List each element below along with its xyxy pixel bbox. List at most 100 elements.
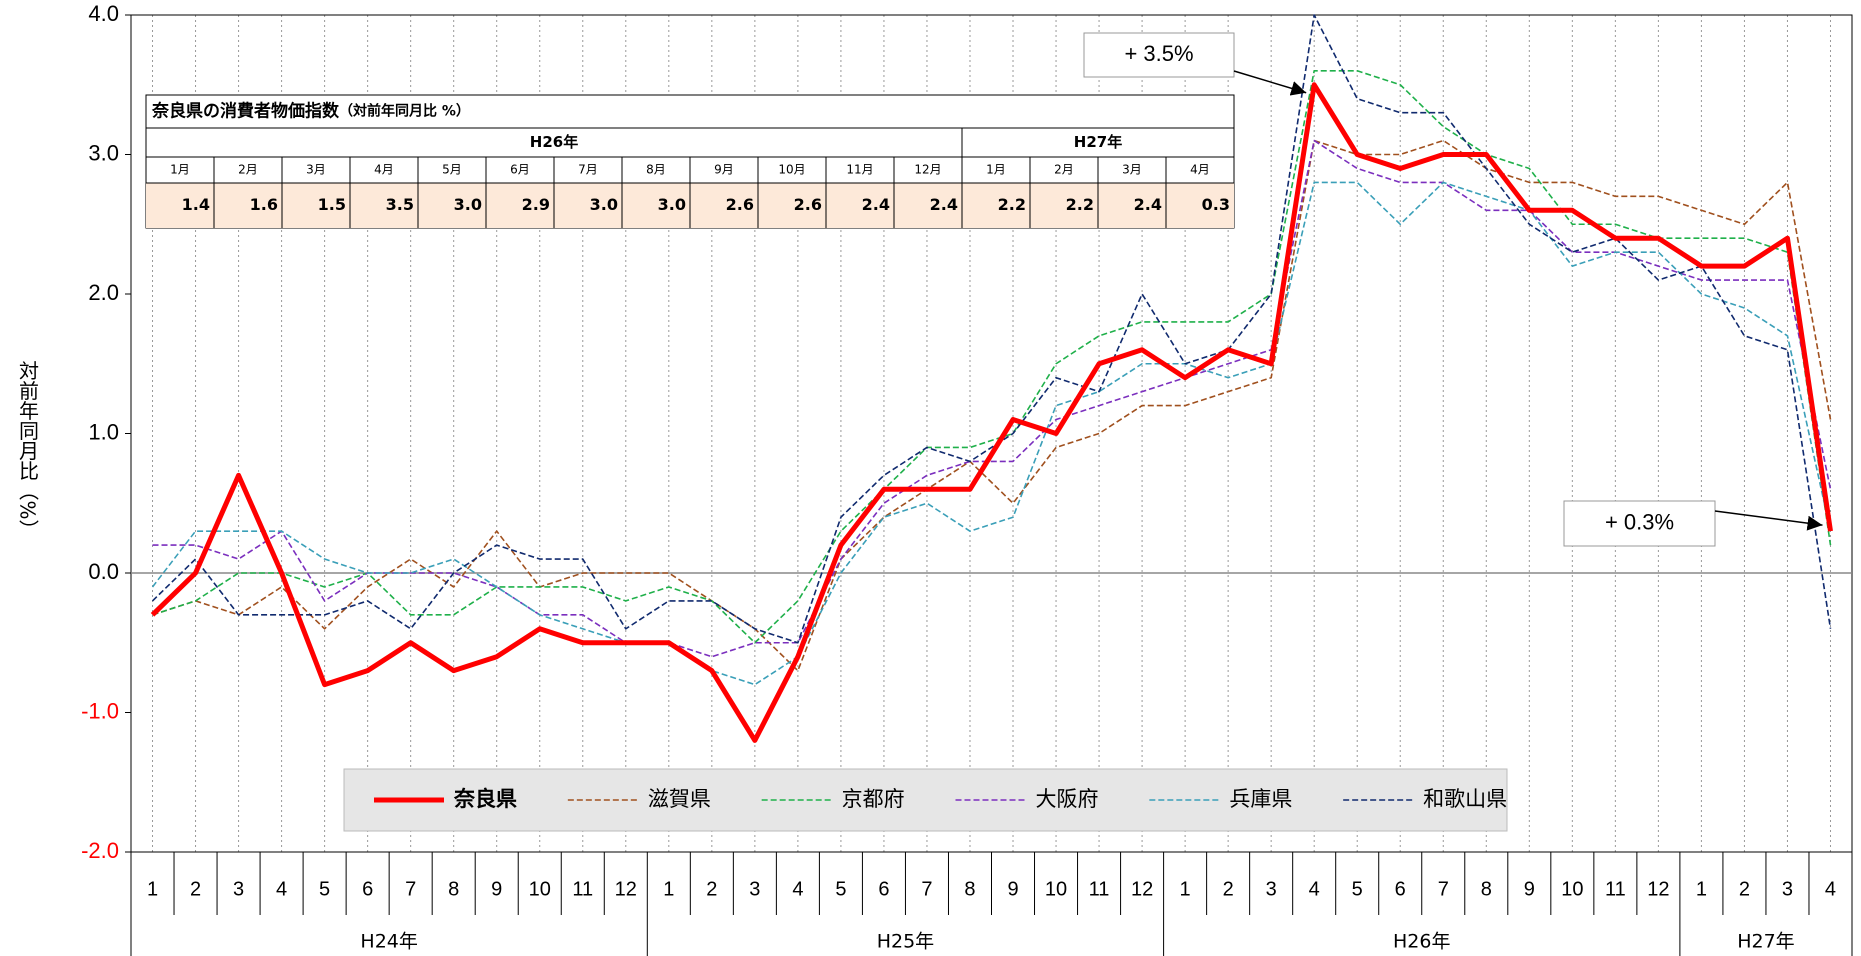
table-month: 9月 [714, 163, 734, 177]
legend-label: 兵庫県 [1229, 787, 1292, 811]
y-tick-label: 2.0 [88, 280, 119, 305]
x-tick-label: 6 [1395, 878, 1406, 900]
legend-label: 大阪府 [1036, 787, 1099, 811]
x-tick-label: 6 [362, 878, 373, 900]
series-line [152, 139, 1832, 658]
x-tick-label: 1 [663, 878, 674, 900]
legend-label: 奈良県 [453, 787, 517, 811]
x-tick-label: 2 [190, 878, 201, 900]
x-tick-label: 5 [835, 878, 846, 900]
table-value: 2.4 [862, 195, 890, 214]
x-tick-label: 8 [448, 878, 459, 900]
series-line [150, 82, 1833, 743]
table-title-main: 奈良県の消費者物価指数 [151, 101, 340, 122]
x-tick-label: 3 [1782, 878, 1793, 900]
table-month: 5月 [442, 163, 462, 177]
x-tick-label: 2 [1739, 878, 1750, 900]
x-tick-label: 9 [1007, 878, 1018, 900]
y-tick-label: -1.0 [81, 698, 119, 723]
table-value: 2.6 [726, 195, 754, 214]
table-value: 2.2 [998, 195, 1026, 214]
table-month: 8月 [646, 163, 666, 177]
x-tick-label: 11 [1605, 878, 1626, 900]
table-title: 奈良県の消費者物価指数（対前年同月比 %） [151, 101, 470, 122]
y-axis-label: 対前年同月比（%） [16, 360, 40, 539]
x-tick-label: 4 [792, 878, 803, 900]
annotation-arrow [1233, 70, 1307, 96]
x-tick-label: 9 [1524, 878, 1535, 900]
table-value: 3.0 [454, 195, 482, 214]
y-tick-label: 0.0 [88, 559, 119, 584]
y-tick-label: -2.0 [81, 838, 119, 863]
y-tick-label: 1.0 [88, 419, 119, 444]
table-month: 10月 [778, 163, 805, 177]
x-tick-label: 12 [1131, 878, 1153, 900]
table-month: 3月 [1122, 163, 1142, 177]
x-tick-label: 2 [706, 878, 717, 900]
annotation-text: + 0.3% [1605, 509, 1674, 534]
legend-label: 滋賀県 [648, 787, 711, 811]
legend: 奈良県 滋賀県 京都府 大阪府 兵庫県 和歌山県 [343, 768, 1508, 832]
table-value: 3.5 [386, 195, 414, 214]
table-value: 1.5 [318, 195, 346, 214]
series-line [152, 70, 1832, 644]
table-month: 2月 [238, 163, 258, 177]
x-tick-label: 4 [1309, 878, 1320, 900]
annotation-box [1563, 500, 1716, 547]
x-group-label: H24年 [360, 931, 417, 953]
table-month: 11月 [846, 163, 873, 177]
annotation-arrow [1714, 510, 1823, 531]
x-group-label: H27年 [1737, 931, 1794, 953]
table-value: 2.4 [930, 195, 958, 214]
legend-label: 和歌山県 [1423, 787, 1507, 811]
x-group-label: H25年 [877, 931, 934, 953]
table-value: 3.0 [590, 195, 618, 214]
x-tick-label: 1 [1180, 878, 1191, 900]
x-group-label: H26年 [1393, 931, 1450, 953]
table-month: 2月 [1054, 163, 1074, 177]
legend-label: 京都府 [842, 787, 905, 811]
x-tick-label: 4 [1825, 878, 1836, 900]
x-tick-label: 1 [147, 878, 158, 900]
annotation-text: + 3.5% [1124, 41, 1193, 66]
table-value: 3.0 [658, 195, 686, 214]
y-tick-label: 3.0 [88, 140, 119, 165]
x-tick-label: 9 [491, 878, 502, 900]
x-tick-label: 6 [878, 878, 889, 900]
x-tick-label: 7 [405, 878, 416, 900]
annotation-box [1083, 32, 1235, 78]
x-tick-label: 11 [1089, 878, 1110, 900]
table-month: 6月 [510, 163, 530, 177]
table-month: 1月 [986, 163, 1006, 177]
x-tick-label: 10 [529, 878, 551, 900]
table-group: H27年 [1074, 133, 1122, 151]
x-tick-label: 7 [1438, 878, 1449, 900]
table-value: 2.6 [794, 195, 822, 214]
table-group: H26年 [530, 133, 578, 151]
data-table: 奈良県の消費者物価指数（対前年同月比 %） H26年 H27年 1月 1.4 2月 1.6 3… [145, 94, 1235, 229]
table-month: 7月 [578, 163, 598, 177]
x-tick-label: 5 [1352, 878, 1363, 900]
table-value: 0.3 [1202, 195, 1230, 214]
legend-box [343, 768, 1508, 832]
table-month: 12月 [914, 163, 941, 177]
table-month: 4月 [374, 163, 394, 177]
table-title-sub: （対前年同月比 %） [339, 103, 470, 120]
x-tick-label: 12 [615, 878, 637, 900]
x-tick-label: 10 [1561, 878, 1583, 900]
x-tick-label: 8 [964, 878, 975, 900]
series-line [151, 14, 1832, 644]
x-tick-label: 10 [1045, 878, 1067, 900]
x-tick-label: 8 [1481, 878, 1492, 900]
x-tick-label: 3 [749, 878, 760, 900]
x-tick-label: 5 [319, 878, 330, 900]
table-month: 3月 [306, 163, 326, 177]
table-value: 1.6 [250, 195, 278, 214]
table-value: 2.2 [1066, 195, 1094, 214]
x-tick-label: 3 [233, 878, 244, 900]
x-tick-label: 7 [921, 878, 932, 900]
x-tick-label: 4 [276, 878, 287, 900]
x-tick-label: 1 [1696, 878, 1707, 900]
x-tick-label: 2 [1223, 878, 1234, 900]
